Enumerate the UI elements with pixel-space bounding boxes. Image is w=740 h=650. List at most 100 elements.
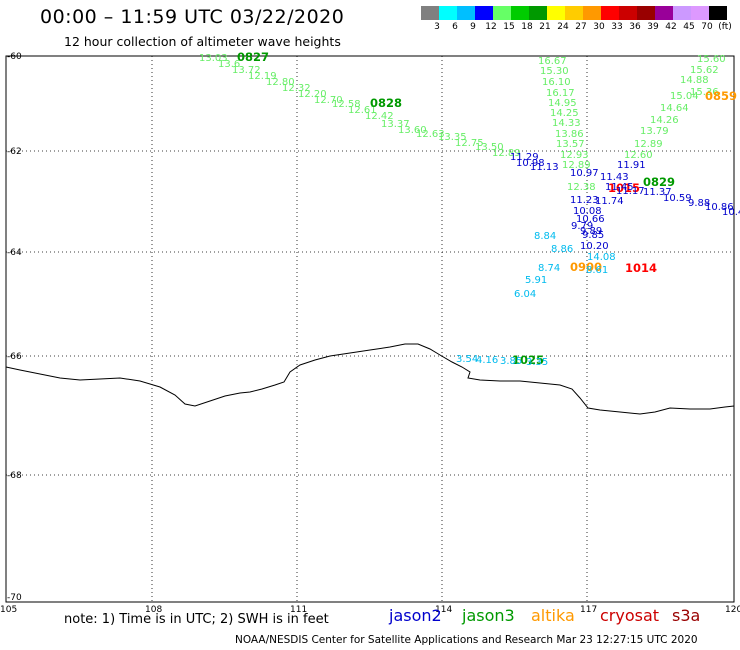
swh-value: 15.30 [540, 66, 569, 77]
swh-value: 14.95 [548, 98, 577, 109]
y-tick-label: -60 [7, 52, 22, 62]
scale-swatch [619, 6, 637, 20]
x-tick-label: 108 [145, 605, 162, 615]
swh-value: 15.04 [670, 91, 699, 102]
scale-swatch [673, 6, 691, 20]
swh-value: 13.03 [199, 53, 228, 64]
swh-value: 11.74 [595, 196, 624, 207]
map-frame [5, 55, 735, 603]
swh-value: 13.79 [640, 126, 669, 137]
legend-altika: altika [531, 606, 575, 625]
scale-swatch [601, 6, 619, 20]
swh-value: 13.72 [232, 65, 261, 76]
swh-value: 12.63 [416, 129, 445, 140]
scale-tick-label: (ft) [718, 22, 732, 32]
pass-time-label: 0829 [643, 175, 675, 189]
swh-value: 15.60 [697, 54, 726, 65]
swh-value: 10.66 [576, 214, 605, 225]
scale-swatch [457, 6, 475, 20]
credit-line: NOAA/NESDIS Center for Satellite Applica… [235, 634, 698, 646]
swh-value: 13.6 [218, 59, 240, 70]
swh-value: 12.20 [298, 89, 327, 100]
scale-tick-label: 9 [470, 22, 476, 32]
pass-time-label: 0828 [370, 96, 402, 110]
swh-value: 11.29 [510, 152, 539, 163]
swh-value: 12.32 [282, 83, 311, 94]
legend-cryosat: cryosat [600, 606, 660, 625]
swh-value: 11.37 [643, 187, 672, 198]
swh-value: 12.89 [492, 148, 521, 159]
swh-value: 13.35 [438, 132, 467, 143]
swh-value: 16.10 [542, 77, 571, 88]
swh-value: 3.35 [526, 357, 548, 368]
scale-swatch [493, 6, 511, 20]
swh-value: 13.57 [556, 139, 585, 150]
scale-tick-label: 45 [683, 22, 695, 32]
swh-value: 9.88 [688, 198, 710, 209]
swh-value: 12.70 [314, 95, 343, 106]
scale-swatch [583, 6, 601, 20]
x-tick-label: 114 [435, 605, 452, 615]
pass-time-label: 0900 [570, 260, 602, 274]
scale-swatch [439, 6, 457, 20]
scale-swatch [529, 6, 547, 20]
swh-value: 10.08 [573, 206, 602, 217]
scale-tick-label: 42 [665, 22, 677, 32]
pass-time-label: 1014 [625, 261, 657, 275]
legend-s3a: s3a [672, 606, 701, 625]
swh-value: 8.74 [538, 263, 560, 274]
swh-value: 10.59 [663, 193, 692, 204]
scale-tick-label: 30 [593, 22, 605, 32]
scale-swatch [511, 6, 529, 20]
scale-tick-label: 33 [611, 22, 623, 32]
scale-tick-label: 24 [557, 22, 569, 32]
swh-value: 12.75 [455, 138, 484, 149]
swh-value: 15.62 [690, 65, 719, 76]
wave-height-tracks: 13.0313.613.7212.1912.8012.3212.2012.701… [199, 50, 740, 368]
legend-jason2: jason2 [389, 606, 442, 625]
swh-value: 9.89 [580, 226, 602, 237]
swh-value: 11.17 [616, 186, 645, 197]
swh-value: 12.38 [567, 182, 596, 193]
y-tick-label: -70 [7, 593, 22, 603]
swh-value: 11.45 [605, 182, 634, 193]
swh-value: 12.19 [248, 71, 277, 82]
swh-value: 12.61 [348, 105, 377, 116]
swh-value: 10.20 [580, 241, 609, 252]
scale-tick-label: 36 [629, 22, 641, 32]
scale-tick-label: 27 [575, 22, 587, 32]
swh-value: 6.04 [514, 289, 536, 300]
scale-swatch [421, 6, 439, 20]
swh-value: 10.86 [705, 202, 734, 213]
swh-value: 12.80 [266, 77, 295, 88]
swh-value: 10.47 [722, 207, 740, 218]
x-tick-label: 111 [290, 605, 307, 615]
lon-gridlines [151, 56, 588, 602]
scale-tick-label: 6 [452, 22, 458, 32]
swh-value: 11.23 [570, 195, 599, 206]
swh-value: 8.86 [551, 244, 573, 255]
antarctic-coastline [5, 343, 735, 415]
scale-swatch [691, 6, 709, 20]
y-axis-labels: -60 -62 -64 -66 -68 -70 [7, 52, 22, 603]
scale-swatch [475, 6, 493, 20]
swh-value: 14.33 [552, 118, 581, 129]
swh-value: 11.43 [600, 172, 629, 183]
swh-value: 3.85 [500, 356, 522, 367]
swh-value: 14.25 [550, 108, 579, 119]
swh-value: 9.85 [582, 230, 604, 241]
x-tick-label: 105 [0, 605, 17, 615]
swh-value: 14.26 [650, 115, 679, 126]
legend-note: note: 1) Time is in UTC; 2) SWH is in fe… [64, 612, 329, 627]
swh-value: 8.61 [586, 265, 608, 276]
swh-value: 14.64 [660, 103, 689, 114]
swh-value: 15.36 [690, 87, 719, 98]
swh-value: 14.88 [680, 75, 709, 86]
swh-value: 5.91 [525, 275, 547, 286]
lat-gridlines [6, 150, 734, 476]
swh-value: 12.60 [624, 150, 653, 161]
swh-value: 12.58 [332, 99, 361, 110]
legend-jason3: jason3 [462, 606, 515, 625]
swh-value: 11.13 [530, 162, 559, 173]
